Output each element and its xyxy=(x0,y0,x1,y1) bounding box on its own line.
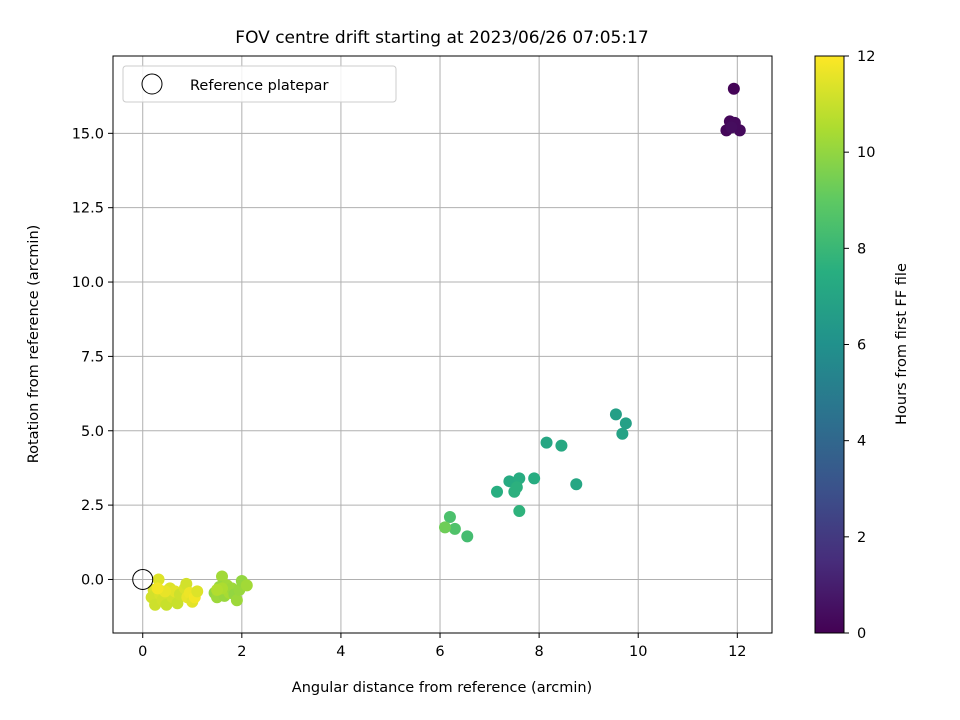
data-point xyxy=(727,82,740,95)
colorbar-tick-label: 4 xyxy=(857,434,866,450)
data-point xyxy=(443,511,456,524)
x-axis-ticks: 0 2 4 6 8 10 12 xyxy=(138,633,747,660)
y-tick-label: 10.0 xyxy=(72,275,104,291)
data-point xyxy=(540,436,553,449)
data-point xyxy=(570,478,583,491)
data-point xyxy=(152,573,165,586)
reference-marker xyxy=(132,568,154,590)
y-axis-ticks: 0.0 2.5 5.0 7.5 10.0 12.5 15.0 xyxy=(72,126,113,588)
data-point xyxy=(725,121,738,134)
data-point xyxy=(216,570,229,583)
data-point xyxy=(510,481,523,494)
y-tick-label: 2.5 xyxy=(81,498,104,514)
x-tick-label: 10 xyxy=(629,644,647,660)
x-tick-label: 4 xyxy=(336,644,345,660)
data-point xyxy=(240,579,253,592)
data-point xyxy=(438,521,451,534)
x-tick-label: 6 xyxy=(435,644,444,660)
data-point xyxy=(528,472,541,485)
data-point xyxy=(513,505,526,518)
legend: Reference platepar xyxy=(122,65,397,103)
legend-entry-reference: Reference platepar xyxy=(190,78,328,94)
data-point xyxy=(211,583,224,596)
y-tick-label: 7.5 xyxy=(81,349,104,365)
colorbar-tick-label: 12 xyxy=(857,49,875,65)
colorbar-tick-label: 8 xyxy=(857,241,866,257)
y-tick-label: 12.5 xyxy=(72,201,104,217)
x-tick-label: 8 xyxy=(535,644,544,660)
data-point xyxy=(461,530,474,543)
x-tick-label: 0 xyxy=(138,644,147,660)
legend-box xyxy=(122,65,397,103)
colorbar xyxy=(814,55,845,634)
y-axis-label: Rotation from reference (arcmin) xyxy=(26,225,42,464)
data-point xyxy=(491,485,504,498)
data-point xyxy=(230,594,243,607)
data-point xyxy=(151,582,164,595)
data-point xyxy=(616,427,629,440)
x-axis-label: Angular distance from reference (arcmin) xyxy=(292,680,592,696)
data-point xyxy=(448,522,461,535)
colorbar-label: Hours from first FF file xyxy=(894,263,910,425)
y-tick-label: 5.0 xyxy=(81,424,104,440)
colorbar-tick-label: 6 xyxy=(857,338,866,354)
chart-title: FOV centre drift starting at 2023/06/26 … xyxy=(235,28,648,48)
x-tick-label: 2 xyxy=(237,644,246,660)
colorbar-ticks: 0 2 4 6 8 10 12 xyxy=(844,49,875,642)
colorbar-tick-label: 2 xyxy=(857,530,866,546)
data-point xyxy=(609,408,622,421)
data-point xyxy=(619,417,632,430)
data-point xyxy=(555,439,568,452)
data-points xyxy=(145,82,746,611)
reference-point-icon xyxy=(132,568,154,590)
plot-frame xyxy=(112,55,773,634)
data-point xyxy=(191,585,204,598)
y-tick-label: 0.0 xyxy=(81,572,104,588)
colorbar-tick-label: 10 xyxy=(857,145,875,161)
legend-marker-icon xyxy=(141,73,163,95)
y-tick-label: 15.0 xyxy=(72,126,104,142)
grid xyxy=(113,56,772,633)
x-tick-label: 12 xyxy=(728,644,746,660)
colorbar-tick-label: 0 xyxy=(857,626,866,642)
